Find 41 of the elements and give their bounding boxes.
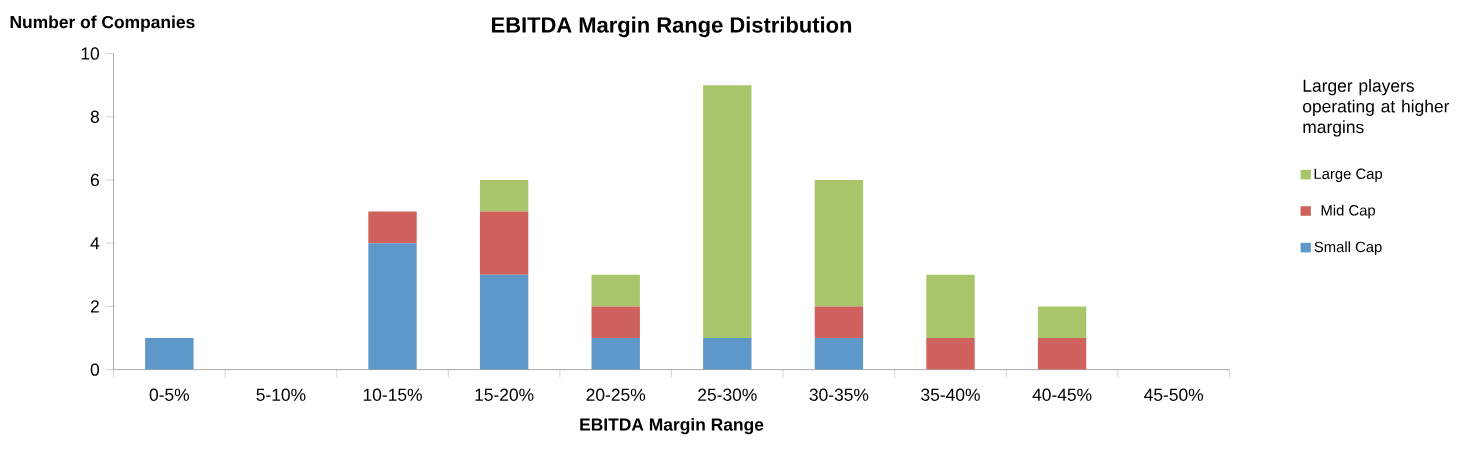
y-tick-label: 10 (81, 47, 100, 60)
x-axis-title: EBITDA Margin Range (580, 418, 764, 435)
bar (926, 274, 975, 339)
y-tick-label: 6 (90, 173, 99, 187)
x-tick-label: 40-45% (1032, 388, 1092, 401)
y-axis-title: Number of Companies (10, 15, 195, 32)
bar (814, 306, 864, 339)
bar (814, 180, 864, 307)
x-tick-label: 45-50% (1144, 388, 1204, 401)
x-tick-label: 25-30% (698, 388, 757, 401)
bar (479, 211, 529, 275)
bar (1037, 306, 1087, 339)
bar (479, 274, 529, 370)
y-tick-label: 8 (90, 110, 99, 123)
legend-label: Large Cap (1314, 168, 1383, 183)
y-tick-label: 0 (90, 363, 100, 376)
bar (926, 338, 975, 370)
x-tick-label: 15-20% (475, 388, 534, 401)
bar (703, 85, 752, 339)
bar (703, 338, 752, 370)
x-tick-label: 0-5% (149, 388, 190, 401)
y-tick-label: 4 (90, 237, 100, 250)
y-tick-label: 2 (90, 300, 99, 313)
chart-title: EBITDA Margin Range Distribution (492, 16, 852, 38)
legend-label: Small Cap (1314, 241, 1382, 256)
x-tick-label: 30-35% (809, 388, 869, 401)
x-tick-label: 20-25% (586, 388, 646, 401)
bar (814, 338, 864, 370)
bar (368, 243, 417, 370)
bar (1037, 338, 1087, 370)
legend-label: Mid Cap (1321, 204, 1376, 219)
x-tick-label: 10-15% (363, 388, 422, 401)
bar (591, 306, 640, 339)
x-tick-label: 5-10% (256, 388, 306, 401)
text: Larger players operating at higher margins (1303, 79, 1450, 137)
bar (591, 274, 640, 307)
bar (368, 211, 417, 244)
x-tick-label: 35-40% (921, 388, 980, 401)
bar (591, 338, 640, 370)
bar (145, 338, 194, 370)
bar (479, 180, 529, 212)
